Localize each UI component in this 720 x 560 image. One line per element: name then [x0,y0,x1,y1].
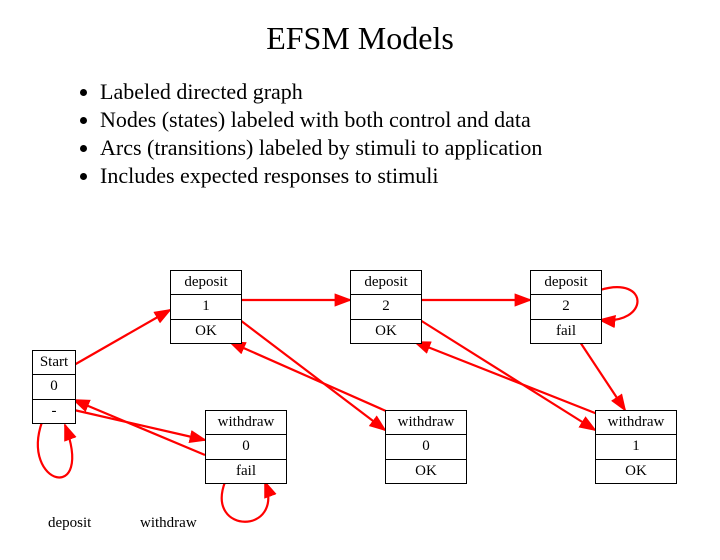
label-withdraw: withdraw [140,515,197,532]
node-withdraw-1: withdraw 0 fail [205,410,287,484]
node-label: withdraw [386,411,466,435]
page-title: EFSM Models [0,20,720,57]
bullet-item: Includes expected responses to stimuli [100,163,690,189]
node-label: deposit [171,271,241,295]
node-value: 0 [386,435,466,459]
node-value: 2 [351,295,421,319]
node-label: deposit [531,271,601,295]
node-start: Start 0 - [32,350,76,424]
node-deposit-1: deposit 1 OK [170,270,242,344]
node-label: withdraw [596,411,676,435]
node-label: deposit [351,271,421,295]
node-value: 2 [531,295,601,319]
bullet-list: Labeled directed graph Nodes (states) la… [60,79,690,189]
node-deposit-3: deposit 2 fail [530,270,602,344]
node-result: fail [206,460,286,483]
node-result: OK [386,460,466,483]
node-withdraw-2: withdraw 0 OK [385,410,467,484]
label-deposit: deposit [48,515,91,532]
node-value: 0 [33,375,75,399]
node-result: OK [351,320,421,343]
node-result: fail [531,320,601,343]
node-value: 0 [206,435,286,459]
node-result: - [33,400,75,423]
efsm-diagram: Start 0 - deposit 1 OK deposit 2 OK depo… [0,255,720,560]
node-withdraw-3: withdraw 1 OK [595,410,677,484]
node-result: OK [171,320,241,343]
bullet-item: Arcs (transitions) labeled by stimuli to… [100,135,690,161]
bullet-item: Labeled directed graph [100,79,690,105]
node-deposit-2: deposit 2 OK [350,270,422,344]
node-value: 1 [596,435,676,459]
node-result: OK [596,460,676,483]
node-label: withdraw [206,411,286,435]
node-value: 1 [171,295,241,319]
node-label: Start [33,351,75,375]
bullet-item: Nodes (states) labeled with both control… [100,107,690,133]
